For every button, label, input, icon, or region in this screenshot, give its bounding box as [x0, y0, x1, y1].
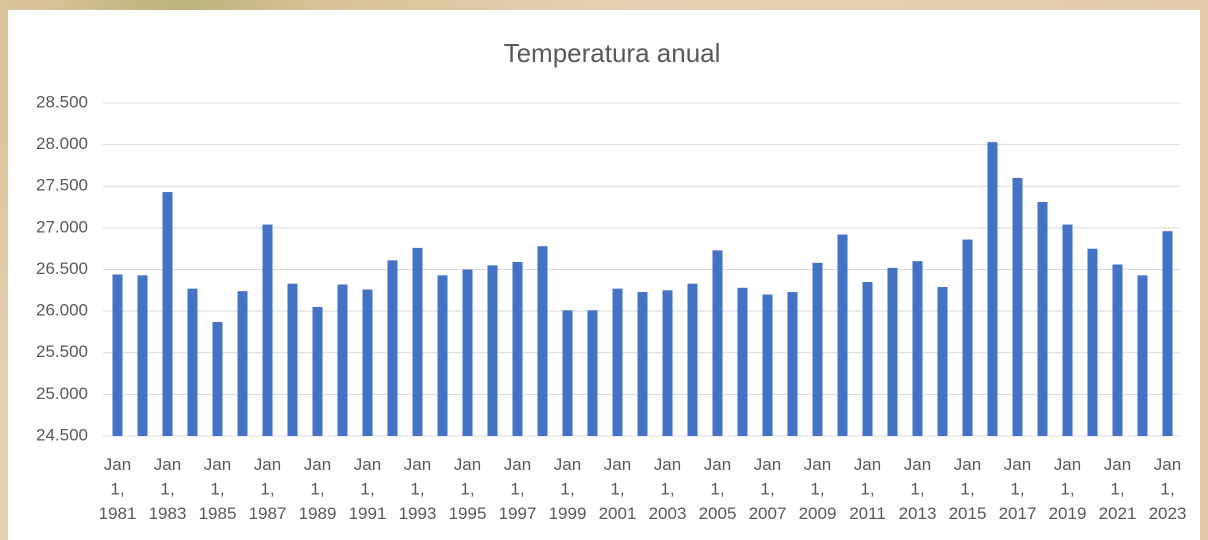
x-tick-label: Jan 1, 2019 [1049, 455, 1087, 523]
x-tick-label: Jan 1, 2001 [599, 455, 637, 523]
bar [1137, 275, 1148, 436]
bar [212, 321, 223, 436]
x-tick-label: Jan 1, 1997 [499, 455, 537, 523]
x-tick-label: Jan 1, 2007 [749, 455, 787, 523]
x-tick-label: Jan 1, 2005 [699, 455, 737, 523]
bar [1087, 248, 1098, 436]
bar [262, 224, 273, 436]
x-tick-label: Jan 1, 2013 [899, 455, 937, 523]
bar [437, 275, 448, 436]
bar [587, 310, 598, 436]
bar [787, 291, 798, 436]
y-tick-label: 24.500 [36, 425, 88, 444]
bar [812, 262, 823, 436]
bar [287, 283, 298, 436]
bar [837, 234, 848, 436]
bar [687, 283, 698, 436]
x-tick-label: Jan 1, 1993 [399, 455, 437, 523]
bar [762, 294, 773, 436]
x-tick-label: Jan 1, 2015 [949, 455, 987, 523]
bar [987, 142, 998, 436]
x-tick-label: Jan 1, 2017 [999, 455, 1037, 523]
chart-title: Temperatura anual [504, 38, 721, 68]
x-tick-label: Jan 1, 1987 [249, 455, 287, 523]
bar [937, 286, 948, 436]
y-tick-label: 25.500 [36, 342, 88, 361]
bar [462, 269, 473, 436]
bar [862, 281, 873, 436]
y-tick-label: 25.000 [36, 384, 88, 403]
x-tick-label: Jan 1, 1981 [99, 455, 137, 523]
bar [1112, 264, 1123, 436]
x-tick-label: Jan 1, 2003 [649, 455, 687, 523]
bar [562, 310, 573, 436]
x-tick-label: Jan 1, 1983 [149, 455, 187, 523]
bar [1012, 177, 1023, 437]
x-tick-label: Jan 1, 1995 [449, 455, 487, 523]
x-tick-label: Jan 1, 2021 [1099, 455, 1137, 523]
bar [1037, 202, 1048, 436]
x-tick-label: Jan 1, 2011 [849, 455, 886, 523]
bar [312, 306, 323, 436]
x-tick-label: Jan 1, 1985 [199, 455, 237, 523]
y-tick-label: 26.000 [36, 301, 88, 320]
x-tick-label: Jan 1, 1991 [349, 455, 387, 523]
x-tick-label: Jan 1, 2023 [1149, 455, 1187, 523]
bar [537, 246, 548, 436]
chart-area [8, 10, 1200, 540]
bar [362, 289, 373, 436]
bar [187, 288, 198, 436]
bar [337, 284, 348, 436]
bar [612, 288, 623, 436]
x-tick-label: Jan 1, 1999 [549, 455, 587, 523]
bar [912, 261, 923, 436]
bar [662, 290, 673, 436]
bar [237, 291, 248, 436]
y-tick-label: 26.500 [36, 259, 88, 278]
bar [737, 287, 748, 436]
bar [637, 291, 648, 436]
x-tick-label: Jan 1, 2009 [799, 455, 837, 523]
bar [962, 239, 973, 436]
x-tick-label: Jan 1, 1989 [299, 455, 337, 523]
bar [887, 267, 898, 436]
bar [162, 192, 173, 436]
y-tick-label: 27.000 [36, 217, 88, 236]
bar [137, 275, 148, 436]
bar [487, 265, 498, 436]
bar [412, 247, 423, 436]
bar [112, 274, 123, 436]
y-tick-label: 28.000 [36, 134, 88, 153]
bar [1062, 224, 1073, 436]
y-tick-label: 27.500 [36, 176, 88, 195]
bar [712, 250, 723, 436]
bar [1162, 231, 1173, 436]
y-tick-label: 28.500 [36, 92, 88, 111]
bar [512, 262, 523, 436]
bar [387, 260, 398, 436]
